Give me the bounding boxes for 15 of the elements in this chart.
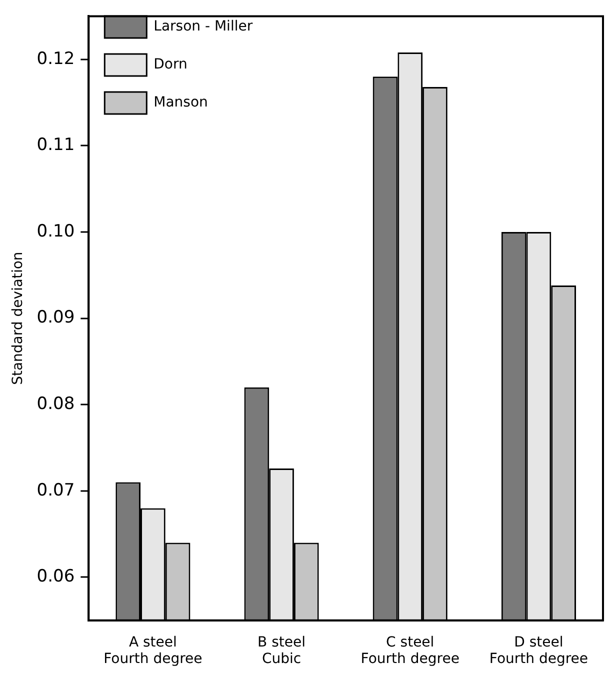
legend-label: Manson: [154, 94, 208, 111]
y-tick-label: 0.10: [36, 221, 75, 242]
legend-label: Larson - Miller: [154, 18, 253, 35]
y-axis-title: Standard deviation: [10, 252, 26, 385]
legend-label: Dorn: [154, 56, 188, 73]
y-tick-label: 0.06: [36, 566, 75, 587]
x-tick-label: C steel Fourth degree: [360, 634, 460, 668]
y-tick-label: 0.11: [36, 135, 75, 156]
y-tick-label: 0.07: [36, 480, 75, 500]
x-tick-label: A steel Fourth degree: [104, 634, 202, 668]
x-tick-label: B steel Cubic: [258, 634, 306, 668]
x-tick-label: D steel Fourth degree: [489, 634, 588, 668]
y-tick-label: 0.12: [36, 48, 75, 69]
y-tick-label: 0.09: [36, 308, 75, 328]
y-tick-label: 0.08: [36, 394, 75, 414]
